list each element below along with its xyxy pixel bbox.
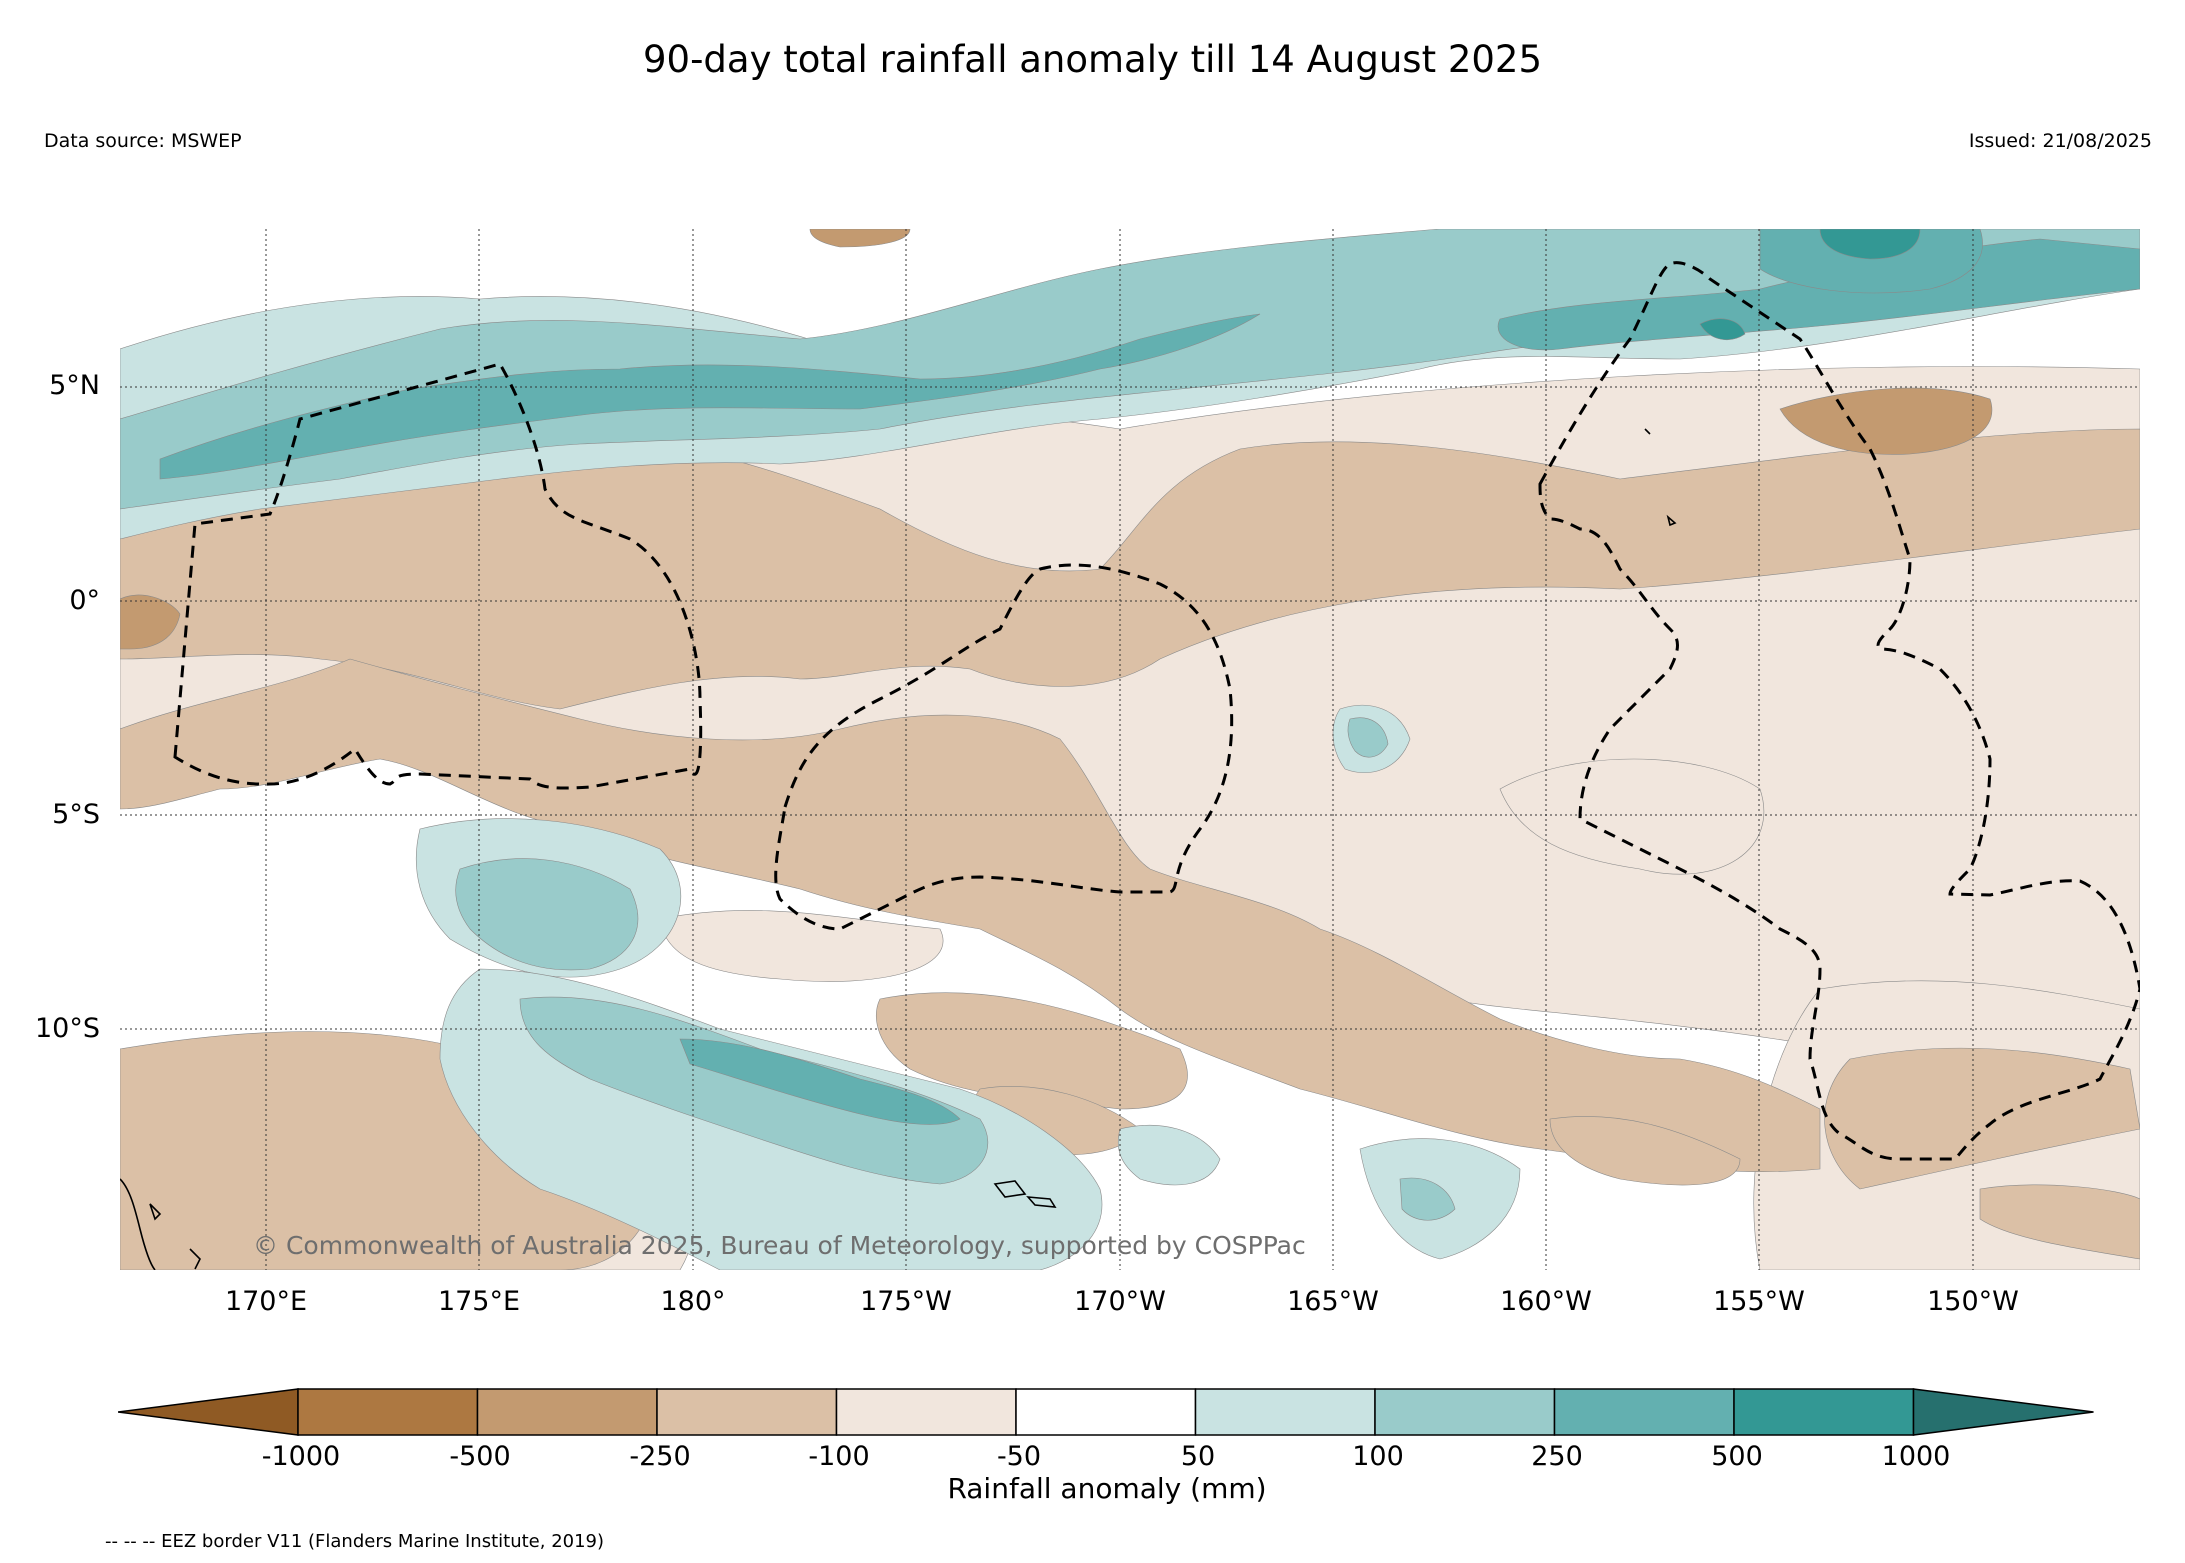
lon-label-175e: 175°E <box>437 1286 521 1317</box>
map-title: 90-day total rainfall anomaly till 14 Au… <box>642 38 1543 81</box>
colorbar-cell <box>835 1388 1017 1436</box>
colorbar-extend-high <box>1912 1388 2094 1436</box>
colorbar-extend-low <box>118 1388 299 1436</box>
island-outlines <box>120 428 1677 1270</box>
rainfall-anomaly-map <box>120 229 2140 1270</box>
lat-label-5n: 5°N <box>49 370 100 401</box>
colorbar-tick-label: -100 <box>808 1441 870 1472</box>
copyright-notice: © Commonwealth of Australia 2025, Bureau… <box>253 1231 1306 1260</box>
data-source-label: Data source: MSWEP <box>44 130 242 152</box>
eez-borders <box>173 261 2140 1161</box>
colorbar-tick-label: 100 <box>1352 1441 1404 1472</box>
map-canvas <box>120 229 2140 1270</box>
colorbar-tick-label: 500 <box>1711 1441 1763 1472</box>
colorbar-cells <box>118 1388 2094 1436</box>
lat-label-10s: 10°S <box>35 1013 100 1044</box>
colorbar-cell <box>656 1388 838 1436</box>
lon-label-150w: 150°W <box>1927 1286 2019 1317</box>
anomaly-band-extreme-wet <box>1699 229 1921 341</box>
lat-label-equator: 0° <box>69 585 100 616</box>
colorbar-cell <box>1733 1388 1915 1436</box>
lon-label-180: 180° <box>660 1286 726 1317</box>
colorbar-title: Rainfall anomaly (mm) <box>947 1472 1267 1505</box>
colorbar-tick-label: 1000 <box>1881 1441 1951 1472</box>
colorbar-cell <box>1015 1388 1197 1436</box>
lon-label-155w: 155°W <box>1713 1286 1805 1317</box>
colorbar-tick-label: -500 <box>449 1441 511 1472</box>
colorbar <box>118 1388 2094 1436</box>
anomaly-band-strong-dry <box>120 229 1993 650</box>
anomaly-band-moderate-wet <box>120 229 2140 1221</box>
lon-label-170e: 170°E <box>224 1286 308 1317</box>
colorbar-tick-label: 50 <box>1180 1441 1216 1472</box>
colorbar-cell <box>1194 1388 1376 1436</box>
lat-label-5s: 5°S <box>52 799 100 830</box>
colorbar-tick-label: -50 <box>996 1441 1042 1472</box>
colorbar-cell <box>1374 1388 1556 1436</box>
anomaly-band-strong-wet <box>159 229 2140 1125</box>
colorbar-cell <box>297 1388 479 1436</box>
map-gridlines <box>120 229 2140 1270</box>
colorbar-cell <box>1553 1388 1735 1436</box>
colorbar-tick-label: -1000 <box>261 1441 341 1472</box>
lon-label-165w: 165°W <box>1287 1286 1379 1317</box>
eez-legend-note: -- -- -- EEZ border V11 (Flanders Marine… <box>105 1531 605 1552</box>
lon-label-170w: 170°W <box>1074 1286 1166 1317</box>
lon-label-160w: 160°W <box>1500 1286 1592 1317</box>
colorbar-tick-label: 250 <box>1531 1441 1583 1472</box>
issued-date-label: Issued: 21/08/2025 <box>1968 130 2152 152</box>
colorbar-cell <box>476 1388 658 1436</box>
colorbar-tick-label: -250 <box>629 1441 691 1472</box>
lon-label-175w: 175°W <box>860 1286 952 1317</box>
